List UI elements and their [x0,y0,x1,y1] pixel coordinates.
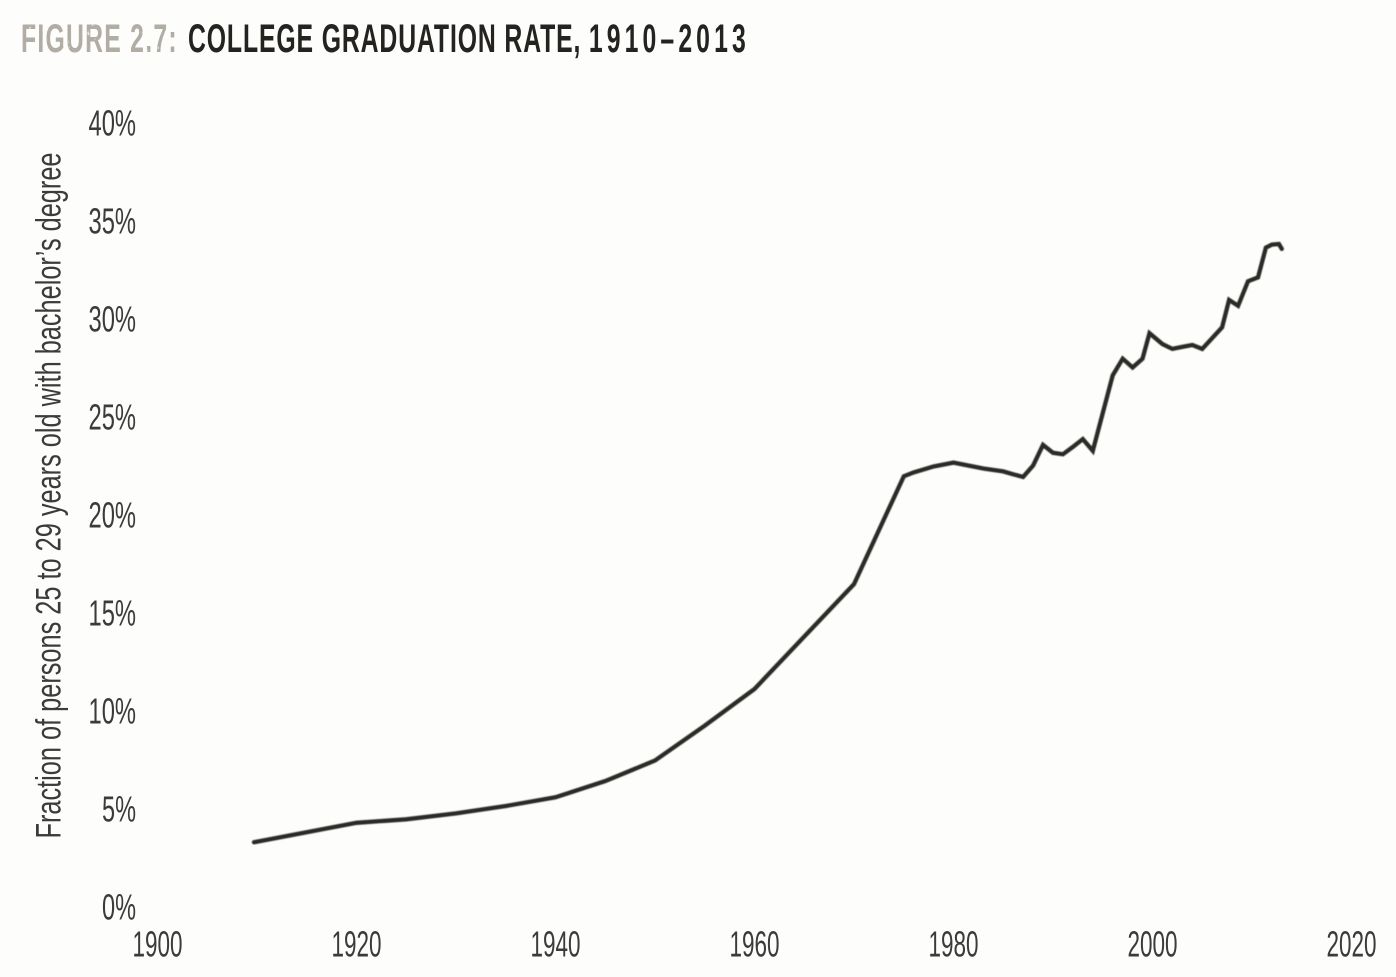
svg-text:5%: 5% [102,789,136,830]
svg-text:1980: 1980 [929,923,979,964]
svg-text:30%: 30% [89,299,137,340]
svg-text:Fraction of persons 25 to 29 y: Fraction of persons 25 to 29 years old w… [30,153,69,839]
svg-text:40%: 40% [89,103,137,144]
svg-text:25%: 25% [89,397,137,438]
svg-text:20%: 20% [89,495,137,536]
svg-text:1960: 1960 [730,923,780,964]
svg-text:1920: 1920 [332,923,382,964]
svg-text:2000: 2000 [1128,923,1178,964]
svg-text:2020: 2020 [1327,923,1377,964]
svg-text:15%: 15% [89,593,137,634]
svg-text:1910–2013: 1910–2013 [589,17,746,61]
svg-text:COLLEGE GRADUATION RATE,: COLLEGE GRADUATION RATE, [188,17,580,61]
svg-text:1900: 1900 [133,923,183,964]
svg-text:0%: 0% [102,887,136,928]
svg-text:FIGURE 2.7:: FIGURE 2.7: [21,17,177,61]
svg-text:1940: 1940 [531,923,581,964]
svg-text:10%: 10% [89,691,137,732]
svg-text:35%: 35% [89,201,137,242]
